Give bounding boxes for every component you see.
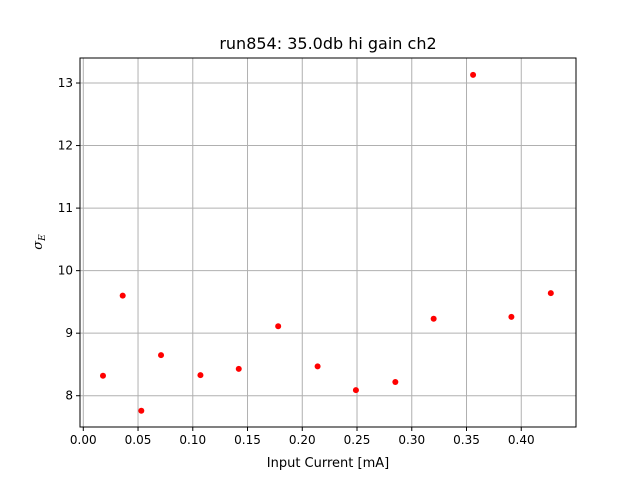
y-tick-label: 9 xyxy=(65,326,73,340)
data-point xyxy=(352,387,359,394)
x-tick-label: 0.00 xyxy=(70,433,97,447)
data-point xyxy=(275,323,282,330)
y-tick-label: 13 xyxy=(58,76,73,90)
y-tick-label: 8 xyxy=(65,389,73,403)
data-point xyxy=(314,363,321,370)
y-axis-label: σE xyxy=(31,234,48,250)
data-point xyxy=(392,378,399,385)
data-point xyxy=(158,352,165,359)
grid-lines xyxy=(80,58,576,427)
x-tick-label: 0.20 xyxy=(289,433,316,447)
plot-frame xyxy=(79,57,577,428)
data-point xyxy=(470,71,477,78)
y-tick-label: 11 xyxy=(58,201,73,215)
x-tick-label: 0.10 xyxy=(179,433,206,447)
data-point xyxy=(119,292,126,299)
data-point xyxy=(197,372,204,379)
x-axis-label: Input Current [mA] xyxy=(267,456,389,471)
data-point xyxy=(138,407,145,414)
data-point xyxy=(430,315,437,322)
y-tick-label: 12 xyxy=(58,139,73,153)
x-tick-label: 0.35 xyxy=(453,433,480,447)
y-axis-label-main: σ xyxy=(31,240,46,250)
data-point xyxy=(99,372,106,379)
y-axis-label-sub: E xyxy=(38,234,48,242)
data-points xyxy=(99,71,554,414)
x-tick-label: 0.25 xyxy=(344,433,371,447)
x-tick-label: 0.05 xyxy=(125,433,152,447)
data-point xyxy=(508,313,515,320)
x-axis-ticks: 0.00 0.05 0.10 0.15 0.20 0.25 0.30 0.35 0.40 xyxy=(70,427,535,447)
y-axis-ticks: 8 9 10 11 12 13 xyxy=(58,76,80,403)
y-tick-label: 10 xyxy=(58,264,73,278)
data-point xyxy=(547,290,554,297)
x-tick-label: 0.30 xyxy=(398,433,425,447)
data-point xyxy=(235,365,242,372)
x-tick-label: 0.40 xyxy=(508,433,535,447)
chart-title: run854: 35.0db hi gain ch2 xyxy=(219,34,436,53)
x-tick-label: 0.15 xyxy=(234,433,261,447)
